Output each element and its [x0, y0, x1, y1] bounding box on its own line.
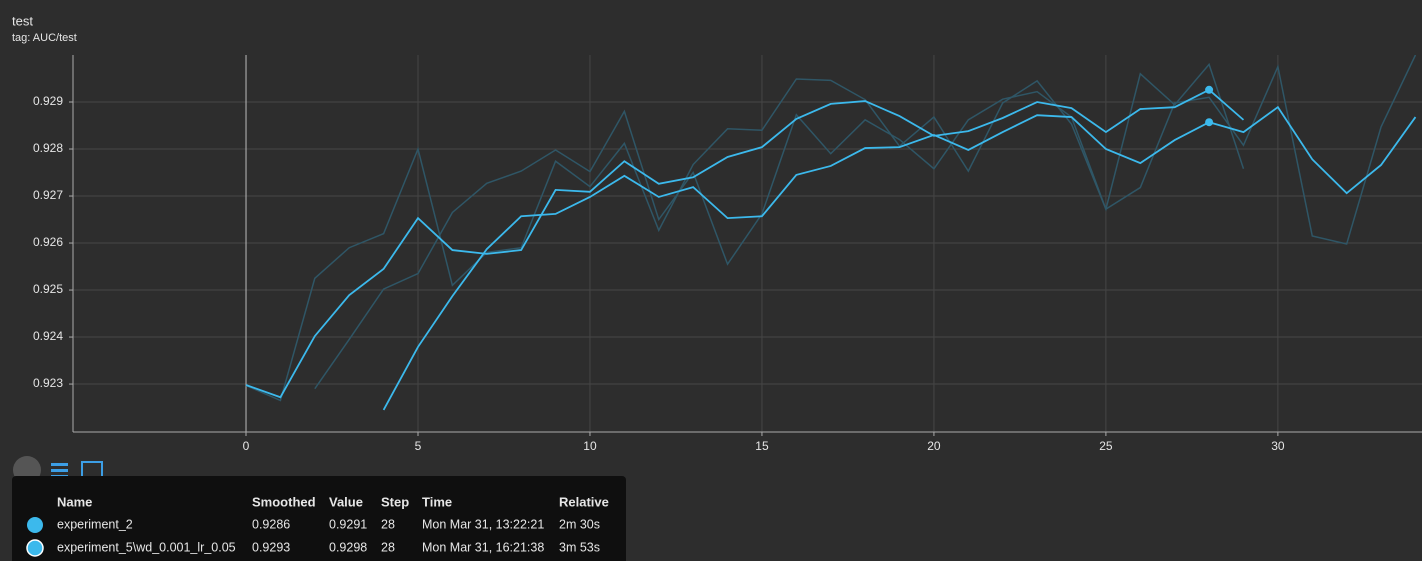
- column-header: Step: [381, 494, 409, 509]
- hover-point: [1205, 118, 1214, 127]
- tooltip-cell: Mon Mar 31, 13:22:21: [422, 517, 544, 531]
- column-header: Name: [57, 494, 92, 509]
- plot: [245, 55, 1417, 411]
- tooltip-cell: experiment_5\wd_0.001_lr_0.05: [57, 540, 236, 554]
- column-header: Time: [422, 494, 452, 509]
- column-header: Smoothed: [252, 494, 316, 509]
- x-tick-label: 5: [415, 439, 422, 453]
- panel-tag: tag: AUC/test: [12, 32, 77, 44]
- smoothed-line: [382, 105, 1417, 411]
- y-tick-label: 0.928: [33, 141, 63, 155]
- y-tick-label: 0.927: [33, 188, 63, 202]
- tooltip-cell: 3m 53s: [559, 540, 600, 554]
- tooltip-cell: 28: [381, 517, 395, 531]
- raw-line: [245, 62, 1245, 402]
- tooltip-cell: Mon Mar 31, 16:21:38: [422, 540, 544, 554]
- icon[interactable]: [51, 463, 68, 466]
- x-tick-label: 0: [243, 439, 250, 453]
- y-tick-label: 0.929: [33, 94, 63, 108]
- tooltip-cell: 2m 30s: [559, 517, 600, 531]
- tooltip-cell: 0.9286: [252, 517, 290, 531]
- panel-title: test: [12, 13, 33, 28]
- legend-swatch: [26, 539, 44, 557]
- icon[interactable]: [81, 461, 103, 478]
- legend-swatch: [27, 517, 43, 533]
- y-tick-label: 0.924: [33, 329, 63, 343]
- x-tick-label: 20: [927, 439, 941, 453]
- smoothed-line: [245, 88, 1245, 399]
- tooltip-cell: 28: [381, 540, 395, 554]
- x-tick-label: 15: [755, 439, 769, 453]
- y-tick-label: 0.925: [33, 282, 63, 296]
- tooltip-cell: 0.9298: [329, 540, 367, 554]
- x-tick-label: 30: [1271, 439, 1285, 453]
- x-tick-label: 25: [1099, 439, 1113, 453]
- column-header: Value: [329, 494, 363, 509]
- tooltip-cell: experiment_2: [57, 517, 133, 531]
- y-tick-label: 0.926: [33, 235, 63, 249]
- tooltip: [12, 476, 626, 561]
- raw-line: [314, 55, 1417, 390]
- column-header: Relative: [559, 494, 609, 509]
- icon: [51, 469, 68, 472]
- hover-point: [1205, 85, 1214, 94]
- tooltip-cell: 0.9293: [252, 540, 290, 554]
- y-tick-label: 0.923: [33, 376, 63, 390]
- x-tick-label: 10: [583, 439, 597, 453]
- tooltip-cell: 0.9291: [329, 517, 367, 531]
